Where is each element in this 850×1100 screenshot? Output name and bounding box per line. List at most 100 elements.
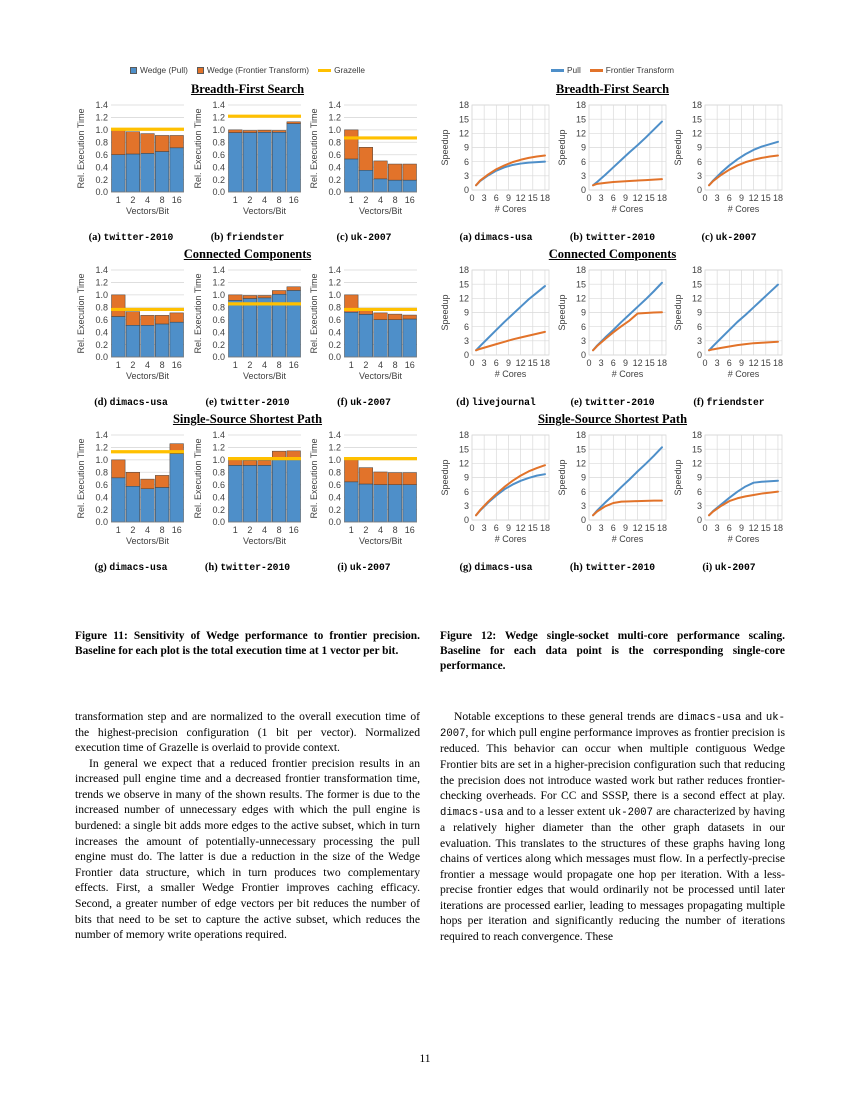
bar-segment-frontier-transform [358, 147, 373, 171]
svg-text:8: 8 [393, 195, 398, 205]
svg-text:15: 15 [575, 444, 585, 454]
svg-text:16: 16 [405, 360, 415, 370]
subfigure-label: (c) uk-2007 [308, 232, 420, 243]
svg-text:Speedup: Speedup [440, 459, 450, 495]
svg-text:1.0: 1.0 [212, 125, 225, 135]
subfigure-label: (g) dimacs-usa [75, 562, 187, 573]
svg-text:15: 15 [644, 358, 654, 368]
fig12-row-bfs: 0 3 6 9 12 15 18 Speedup 0 3 6 9 12 15 18 # Cores 0 3 6 9 12… [440, 99, 785, 229]
svg-text:0: 0 [702, 193, 707, 203]
bar-segment-pull [155, 323, 170, 358]
svg-text:0.4: 0.4 [95, 162, 108, 172]
svg-text:9: 9 [464, 308, 469, 318]
svg-text:1: 1 [116, 525, 121, 535]
svg-text:Speedup: Speedup [440, 294, 450, 330]
bar-chart-f11g: 0.0 0.2 0.4 0.6 0.8 1.0 1.2 1.4 Rel. Execution T… [76, 430, 184, 546]
bar-segment-frontier-transform [140, 133, 155, 154]
svg-text:Speedup: Speedup [557, 459, 567, 495]
subfigure-dataset-name: uk-2007 [715, 232, 757, 243]
svg-text:4: 4 [145, 360, 150, 370]
svg-text:0.2: 0.2 [95, 340, 108, 350]
bar-chart-f11c: 0.0 0.2 0.4 0.6 0.8 1.0 1.2 1.4 Rel. Execution T… [309, 100, 417, 216]
svg-text:Speedup: Speedup [673, 459, 683, 495]
legend-label: Pull [566, 65, 581, 75]
svg-text:6: 6 [464, 322, 469, 332]
figures-area: Wedge (Pull) Wedge (Frontier Transform) Gr… [75, 62, 785, 692]
bar-segment-pull [388, 319, 403, 358]
legend-item: Wedge (Frontier Transform) [196, 65, 309, 75]
svg-text:16: 16 [172, 525, 182, 535]
svg-text:0: 0 [580, 185, 585, 195]
svg-text:0.4: 0.4 [328, 162, 341, 172]
paragraph: In general we expect that a reduced fron… [75, 756, 420, 942]
svg-text:6: 6 [610, 193, 615, 203]
svg-text:0.4: 0.4 [212, 162, 225, 172]
fig12-section-title-sssp: Single-Source Shortest Path [537, 412, 688, 426]
subfigure-dataset-name: twitter-2010 [585, 562, 656, 573]
svg-text:0.6: 0.6 [212, 315, 225, 325]
subfigure-label: (e) twitter-2010 [557, 397, 669, 408]
subfigure-tag: (b) [569, 232, 586, 243]
svg-text:15: 15 [528, 358, 538, 368]
svg-text:1.0: 1.0 [95, 290, 108, 300]
svg-text:0: 0 [697, 350, 702, 360]
bar-segment-frontier-transform [111, 129, 126, 155]
bar-segment-pull [111, 154, 126, 193]
subfigure-label: (a) dimacs-usa [440, 232, 552, 243]
svg-text:3: 3 [580, 171, 585, 181]
svg-text:18: 18 [575, 100, 585, 110]
svg-text:1.4: 1.4 [212, 265, 225, 275]
svg-text:1.2: 1.2 [328, 278, 341, 288]
fig11-sublabels-bfs: (a) twitter-2010 (b) friendster (c) uk-200… [75, 232, 420, 243]
bar-segment-pull [373, 484, 388, 523]
svg-text:# Cores: # Cores [495, 204, 527, 214]
subfigure-tag: (g) [94, 562, 110, 573]
series-line [475, 154, 546, 187]
svg-text:0.2: 0.2 [328, 340, 341, 350]
bar-segment-frontier-transform [227, 459, 242, 466]
svg-text:Rel. Execution Time: Rel. Execution Time [76, 273, 86, 353]
chart-cell-f12e: 0 3 6 9 12 15 18 Speedup 0 3 6 9 12 15 18 # Cores [557, 264, 669, 394]
bar-segment-pull [256, 297, 272, 358]
svg-text:1.4: 1.4 [328, 100, 341, 110]
figure-11-caption: Figure 11: Sensitivity of Wedge performa… [75, 630, 420, 657]
bar-segment-frontier-transform [111, 459, 126, 479]
subfigure-label: (g) dimacs-usa [440, 562, 552, 573]
svg-text:Vectors/Bit: Vectors/Bit [242, 206, 286, 216]
svg-text:16: 16 [288, 195, 298, 205]
svg-text:12: 12 [692, 129, 702, 139]
svg-text:1: 1 [349, 525, 354, 535]
svg-text:0.0: 0.0 [328, 517, 341, 527]
bar-segment-frontier-transform [373, 312, 388, 320]
bar-segment-pull [344, 312, 359, 358]
svg-text:1: 1 [116, 360, 121, 370]
svg-text:1.4: 1.4 [212, 100, 225, 110]
chart-cell-f11d: 0.0 0.2 0.4 0.6 0.8 1.0 1.2 1.4 Rel. Execution T… [75, 264, 187, 394]
svg-text:0: 0 [697, 185, 702, 195]
svg-text:15: 15 [575, 279, 585, 289]
svg-text:18: 18 [773, 358, 783, 368]
svg-text:# Cores: # Cores [728, 369, 760, 379]
svg-text:3: 3 [464, 171, 469, 181]
bar-chart-f11i: 0.0 0.2 0.4 0.6 0.8 1.0 1.2 1.4 Rel. Execution T… [309, 430, 417, 546]
fig11-sublabels-sssp: (g) dimacs-usa (h) twitter-2010 (i) uk-200… [75, 562, 420, 573]
svg-text:6: 6 [697, 487, 702, 497]
svg-text:0.0: 0.0 [328, 352, 341, 362]
svg-text:2: 2 [130, 195, 135, 205]
svg-text:0.8: 0.8 [328, 137, 341, 147]
bar-chart-f11h: 0.0 0.2 0.4 0.6 0.8 1.0 1.2 1.4 Rel. Execution T… [193, 430, 301, 546]
svg-text:6: 6 [494, 523, 499, 533]
chart-cell-f12a: 0 3 6 9 12 15 18 Speedup 0 3 6 9 12 15 18 # Cores [440, 99, 552, 229]
bar-segment-frontier-transform [402, 163, 417, 181]
svg-text:9: 9 [580, 308, 585, 318]
svg-text:0.0: 0.0 [212, 187, 225, 197]
svg-text:Vectors/Bit: Vectors/Bit [359, 536, 403, 546]
svg-text:12: 12 [516, 193, 526, 203]
svg-text:9: 9 [622, 193, 627, 203]
svg-text:9: 9 [580, 473, 585, 483]
svg-text:18: 18 [692, 100, 702, 110]
chart-cell-f11b: 0.0 0.2 0.4 0.6 0.8 1.0 1.2 1.4 Rel. Execution T… [192, 99, 304, 229]
svg-text:0.0: 0.0 [212, 517, 225, 527]
svg-text:16: 16 [172, 195, 182, 205]
